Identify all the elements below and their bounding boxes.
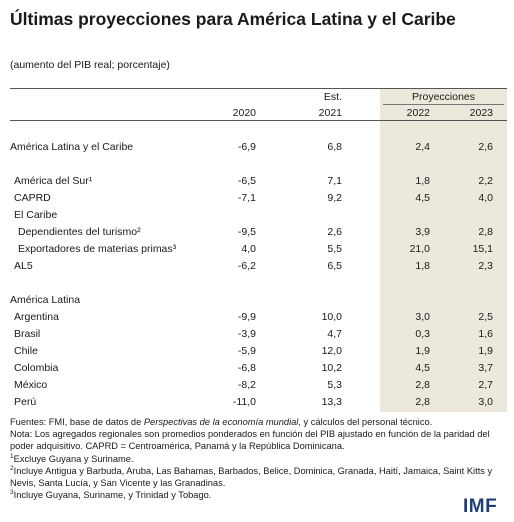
row-value-2023: 2,8 [478, 226, 493, 238]
row-value-2020: -6,9 [237, 141, 256, 153]
row-label: Argentina [14, 311, 59, 323]
row-value-2023: 4,0 [478, 192, 493, 204]
row-label: América Latina y el Caribe [10, 141, 134, 153]
row-label: AL5 [14, 260, 33, 272]
table-header-rule [10, 120, 507, 121]
row-value-2022: 4,5 [415, 362, 430, 374]
row-value-2022: 3,9 [415, 226, 430, 238]
row-value-2020: -6,2 [237, 260, 256, 272]
row-label: Dependientes del turismo² [18, 226, 141, 238]
imf-logo: IMF [463, 496, 498, 517]
row-value-2021: 5,5 [327, 243, 342, 255]
subtitle: (aumento del PIB real; porcentaje) [10, 59, 170, 71]
page-title: Últimas proyecciones para América Latina… [10, 9, 456, 29]
row-value-2023: 2,7 [478, 379, 493, 391]
row-value-2020: 4,0 [241, 243, 256, 255]
row-value-2020: -7,1 [237, 192, 256, 204]
row-value-2021: 4,7 [327, 328, 342, 340]
row-value-2022: 2,8 [415, 379, 430, 391]
row-value-2021: 6,8 [327, 141, 342, 153]
row-value-2020: -11,0 [232, 396, 256, 408]
row-value-2023: 3,0 [478, 396, 493, 408]
row-value-2023: 15,1 [472, 243, 493, 255]
row-label: América Latina [10, 294, 81, 306]
row-value-2022: 2,8 [415, 396, 430, 408]
projections-table: Est. Proyecciones 2020 2021 2022 2023 Am… [0, 86, 514, 412]
row-value-2022: 4,5 [415, 192, 430, 204]
row-label: Perú [14, 396, 37, 408]
row-value-2023: 2,6 [478, 141, 493, 153]
row-value-2020: -9,5 [237, 226, 256, 238]
row-value-2021: 7,1 [327, 175, 342, 187]
row-value-2023: 2,5 [478, 311, 493, 323]
row-value-2022: 1,9 [415, 345, 430, 357]
row-value-2021: 12,0 [321, 345, 342, 357]
row-value-2021: 2,6 [327, 226, 342, 238]
row-value-2023: 1,9 [478, 345, 493, 357]
row-value-2023: 2,3 [478, 260, 493, 272]
row-label: Brasil [14, 328, 41, 340]
row-value-2022: 2,4 [415, 141, 430, 153]
row-value-2023: 2,2 [478, 175, 493, 187]
row-label: América del Sur¹ [14, 175, 93, 187]
row-label: México [14, 379, 48, 391]
row-value-2021: 10,2 [321, 362, 342, 374]
row-value-2020: -8,2 [237, 379, 256, 391]
projections-label: Proyecciones [411, 91, 476, 103]
row-label: El Caribe [14, 209, 58, 221]
row-value-2023: 3,7 [478, 362, 493, 374]
footnote-3: 3Incluye Guyana, Suriname, y Trinidad y … [10, 489, 212, 501]
year-header-2023: 2023 [469, 107, 493, 119]
row-value-2022: 21,0 [409, 243, 430, 255]
footnote-1: 1Excluye Guyana y Suriname. [10, 452, 134, 464]
row-value-2020: -9,9 [237, 311, 256, 323]
row-value-2021: 9,2 [327, 192, 342, 204]
projections-header-rule [383, 104, 504, 105]
row-value-2021: 10,0 [321, 311, 342, 323]
row-label: Colombia [14, 362, 59, 374]
year-header-2021: 2021 [318, 107, 342, 119]
row-value-2021: 6,5 [327, 260, 342, 272]
sources-note: Fuentes: FMI, base de datos de Perspecti… [10, 417, 433, 427]
est-label: Est. [323, 91, 342, 103]
row-value-2020: -6,5 [237, 175, 256, 187]
row-value-2023: 1,6 [478, 328, 493, 340]
row-value-2020: -5,9 [237, 345, 256, 357]
row-value-2022: 1,8 [415, 175, 430, 187]
general-note: Nota: Los agregados regionales son prome… [10, 429, 490, 452]
row-label: CAPRD [14, 192, 51, 204]
row-label: Exportadores de materias primas³ [18, 243, 177, 255]
projections-shade [380, 88, 507, 412]
row-label: Chile [14, 345, 38, 357]
row-value-2020: -6,8 [237, 362, 256, 374]
row-value-2021: 13,3 [321, 396, 342, 408]
footnote-2: 2Incluye Antigua y Barbuda, Aruba, Las B… [10, 464, 493, 489]
row-value-2022: 0,3 [415, 328, 430, 340]
row-value-2021: 5,3 [327, 379, 342, 391]
row-value-2020: -3,9 [237, 328, 256, 340]
year-header-2020: 2020 [232, 107, 256, 119]
table-top-rule [10, 88, 507, 89]
row-value-2022: 3,0 [415, 311, 430, 323]
row-value-2022: 1,8 [415, 260, 430, 272]
year-header-2022: 2022 [406, 107, 430, 119]
notes: Fuentes: FMI, base de datos de Perspecti… [10, 416, 506, 501]
